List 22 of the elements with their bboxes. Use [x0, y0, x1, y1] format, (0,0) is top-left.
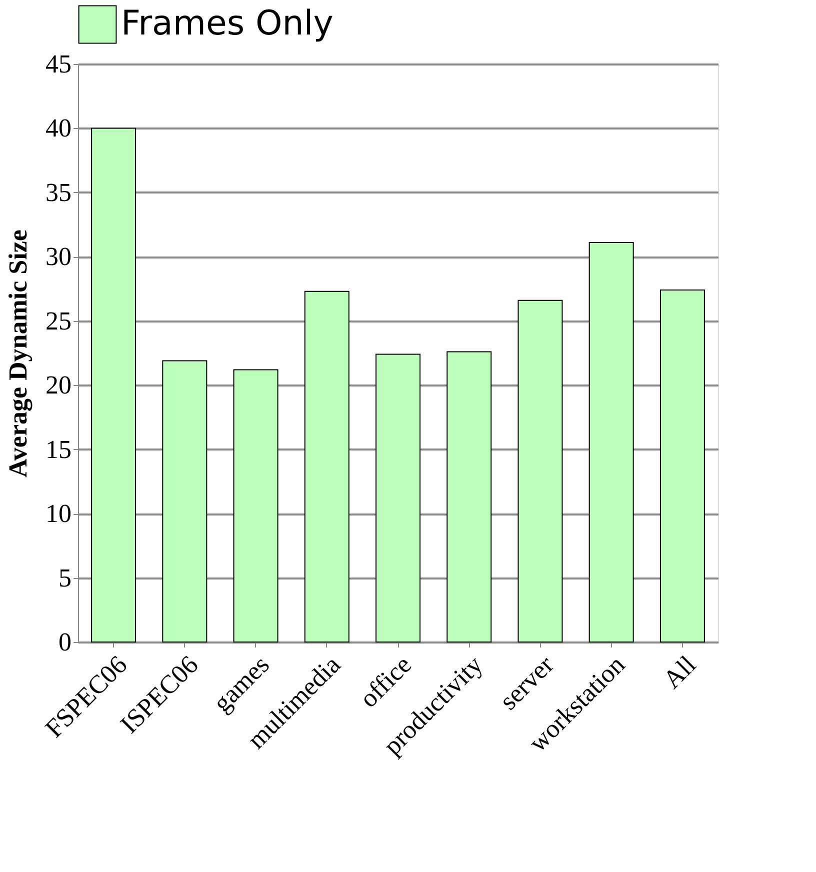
y-tick-label: 35: [46, 178, 72, 207]
bar: [376, 354, 420, 642]
legend-label: Frames Only: [121, 4, 334, 44]
bar: [91, 128, 136, 642]
bar: [162, 360, 208, 642]
y-tick-label: 0: [58, 628, 72, 656]
x-tick-label: All: [658, 650, 702, 694]
y-tick-label: 20: [46, 370, 72, 400]
y-tick-label: 45: [46, 50, 72, 78]
y-tick-label: 15: [46, 434, 72, 464]
y-tick-label: 10: [46, 499, 72, 528]
y-tick-label: 30: [46, 242, 72, 272]
y-tick-label: 25: [46, 306, 72, 336]
y-tick-label: 5: [58, 563, 72, 592]
bar: [446, 351, 492, 642]
bar: [660, 290, 705, 642]
bar: [588, 242, 634, 642]
y-tick-label: 40: [46, 114, 72, 143]
bar: [304, 290, 350, 642]
bar: [233, 369, 278, 642]
bar: [518, 300, 563, 642]
y-axis-title: Average Dynamic Size: [4, 230, 32, 478]
